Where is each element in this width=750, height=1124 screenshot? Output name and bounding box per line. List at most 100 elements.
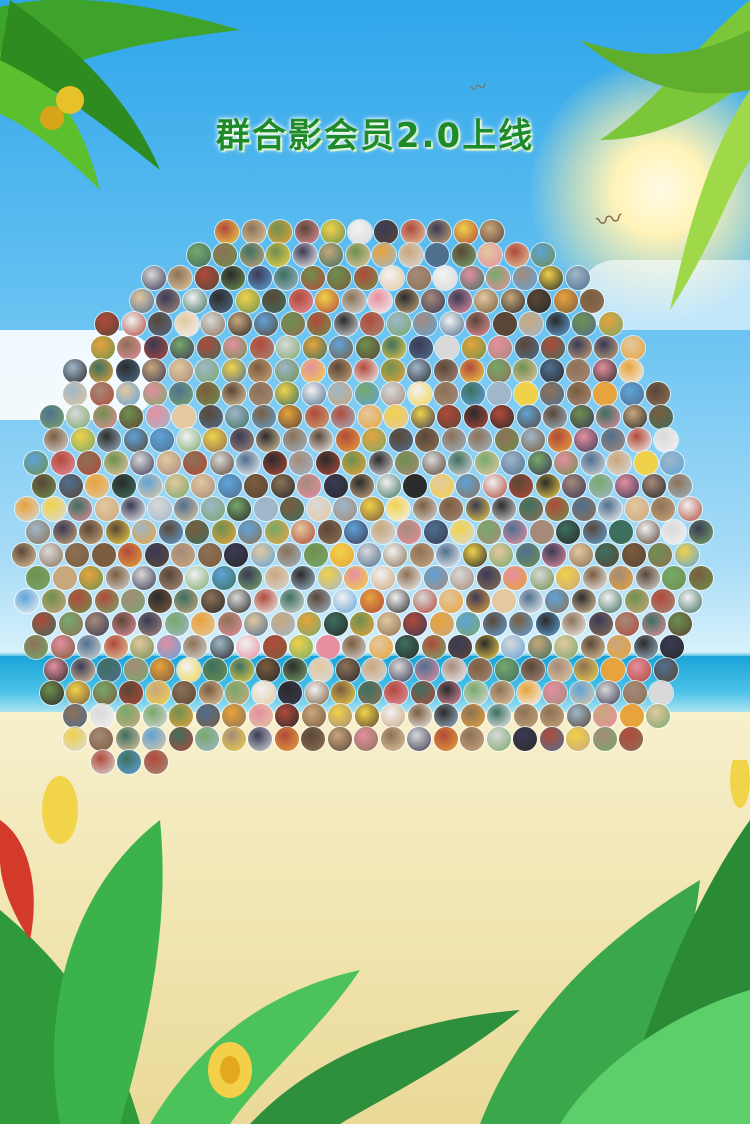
member-avatar [315, 450, 340, 475]
member-avatar [111, 473, 136, 498]
member-avatar [176, 427, 201, 452]
member-avatar [641, 473, 666, 498]
member-avatar [323, 612, 348, 637]
member-avatar [487, 381, 512, 406]
member-avatar [264, 566, 289, 591]
member-avatar [462, 543, 487, 567]
member-avatar [138, 612, 163, 637]
member-avatar [270, 473, 295, 498]
member-avatar [58, 473, 83, 498]
member-avatar [677, 496, 702, 521]
member-avatar [459, 266, 484, 291]
member-avatar [141, 266, 166, 291]
member-avatar [593, 704, 618, 729]
member-avatar [359, 496, 384, 521]
member-avatar [319, 243, 344, 268]
member-avatar [429, 612, 454, 637]
member-avatar [350, 473, 375, 498]
member-avatar [90, 335, 115, 360]
member-avatar [633, 450, 658, 475]
member-avatar [41, 496, 66, 521]
member-avatar [395, 635, 420, 660]
member-avatar [624, 589, 649, 614]
member-avatar [168, 727, 193, 752]
member-avatar [301, 358, 326, 383]
member-avatar [142, 381, 167, 406]
member-avatar [282, 658, 307, 683]
member-avatar [362, 658, 387, 683]
member-avatar [270, 612, 295, 637]
member-avatar [531, 243, 556, 268]
member-avatar [407, 358, 432, 383]
member-avatar [172, 404, 197, 429]
member-avatar [476, 519, 501, 544]
member-avatar [95, 312, 120, 337]
member-avatar [328, 704, 353, 729]
member-avatar [641, 612, 666, 637]
member-avatar [238, 566, 263, 591]
member-avatar [660, 450, 685, 475]
member-avatar [461, 335, 486, 360]
member-avatar [569, 404, 594, 429]
member-avatar [482, 612, 507, 637]
member-avatar [368, 450, 393, 475]
member-avatar [356, 543, 381, 567]
member-avatar [327, 358, 352, 383]
member-avatar [158, 566, 183, 591]
member-avatar [174, 312, 199, 337]
member-avatar [274, 266, 299, 291]
member-avatar [415, 427, 440, 452]
member-avatar [262, 635, 287, 660]
member-avatar [50, 450, 75, 475]
member-avatar [456, 612, 481, 637]
member-avatar [494, 658, 519, 683]
member-avatar [357, 404, 382, 429]
member-avatar [635, 566, 660, 591]
member-avatar [41, 589, 66, 614]
member-avatar [297, 473, 322, 498]
member-avatar [302, 335, 327, 360]
member-avatar [535, 473, 560, 498]
member-avatar [215, 220, 240, 245]
member-avatar [427, 220, 452, 245]
member-avatar [478, 243, 503, 268]
member-avatar [24, 635, 49, 660]
member-avatar [209, 289, 234, 314]
member-avatar [433, 266, 458, 291]
member-avatar [482, 473, 507, 498]
member-avatar [115, 358, 140, 383]
member-avatar [150, 427, 175, 452]
member-avatar [121, 312, 146, 337]
member-avatar [504, 243, 529, 268]
member-avatar [335, 427, 360, 452]
member-avatar [516, 404, 541, 429]
member-avatar [398, 243, 423, 268]
member-avatar [527, 289, 552, 314]
member-avatar [350, 612, 375, 637]
member-avatar [435, 335, 460, 360]
member-avatar [540, 381, 565, 406]
member-avatar [410, 681, 435, 706]
member-avatar [62, 358, 87, 383]
member-avatar [119, 404, 144, 429]
member-avatar [688, 519, 713, 544]
member-avatar [301, 727, 326, 752]
member-avatar [474, 289, 499, 314]
member-avatar [156, 635, 181, 660]
member-avatar [142, 727, 167, 752]
member-avatar [677, 589, 702, 614]
member-avatar [241, 220, 266, 245]
member-avatar [278, 681, 303, 706]
member-avatar [433, 727, 458, 752]
member-avatar [588, 473, 613, 498]
member-avatar [201, 312, 226, 337]
member-avatar [44, 427, 69, 452]
member-avatar [156, 450, 181, 475]
member-avatar [251, 404, 276, 429]
member-avatar [156, 289, 181, 314]
member-avatar [116, 704, 141, 729]
member-avatar [633, 635, 658, 660]
member-avatar [121, 496, 146, 521]
member-avatar [465, 496, 490, 521]
member-avatar [566, 358, 591, 383]
